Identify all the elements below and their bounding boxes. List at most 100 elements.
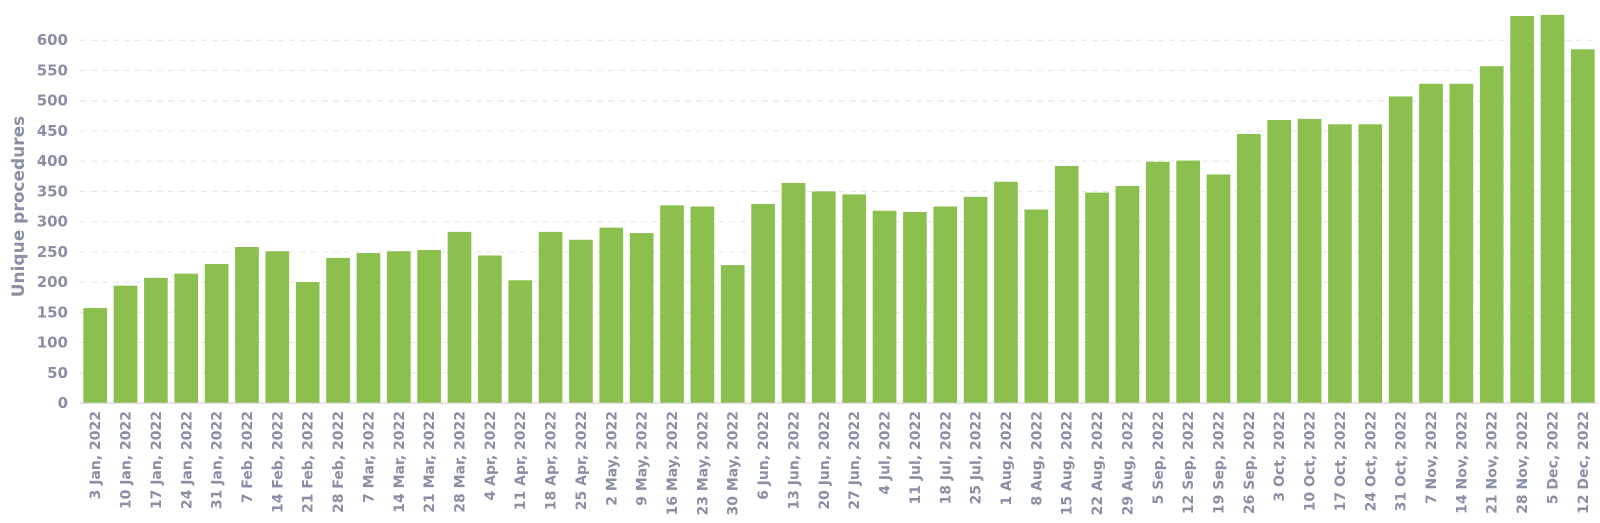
x-tick-label: 31 Oct, 2022: [1394, 411, 1410, 511]
x-tick-label: 19 Sep, 2022: [1212, 411, 1228, 514]
bar[interactable]: [1085, 192, 1109, 403]
y-tick-label: 150: [37, 303, 68, 321]
y-axis-ticks: 0 50 100 150 200 250 300 350 400 450 500 550 600: [37, 31, 68, 412]
x-tick-label: 18 Apr, 2022: [544, 411, 560, 510]
bar[interactable]: [1510, 16, 1534, 404]
x-tick-label: 24 Oct, 2022: [1363, 411, 1379, 511]
x-tick-label: 9 May, 2022: [635, 411, 651, 506]
bar[interactable]: [1358, 124, 1383, 403]
x-tick-label: 10 Oct, 2022: [1303, 411, 1319, 511]
bar[interactable]: [1176, 160, 1200, 403]
x-tick-label: 20 Jun, 2022: [817, 411, 833, 510]
bar[interactable]: [1237, 133, 1261, 403]
bar[interactable]: [629, 233, 654, 403]
bar[interactable]: [1328, 124, 1352, 403]
x-tick-label: 3 Jan, 2022: [88, 411, 104, 499]
x-tick-label: 28 Nov, 2022: [1515, 411, 1531, 514]
x-tick-label: 4 Apr, 2022: [483, 411, 499, 500]
bars: [83, 14, 1595, 404]
bar[interactable]: [326, 257, 350, 403]
bar[interactable]: [1297, 118, 1322, 403]
x-tick-label: 14 Nov, 2022: [1454, 411, 1470, 514]
bar[interactable]: [83, 308, 108, 403]
x-tick-label: 5 Sep, 2022: [1151, 411, 1167, 504]
x-tick-label: 7 Mar, 2022: [361, 411, 377, 503]
x-tick-label: 7 Feb, 2022: [240, 411, 256, 503]
x-tick-label: 2 May, 2022: [604, 411, 620, 506]
x-tick-label: 24 Jan, 2022: [179, 411, 195, 509]
bar[interactable]: [174, 273, 199, 403]
y-tick-label: 550: [37, 61, 68, 79]
bar[interactable]: [1540, 14, 1565, 404]
x-tick-label: 21 Mar, 2022: [422, 411, 438, 513]
y-tick-label: 350: [37, 182, 68, 200]
bar[interactable]: [417, 250, 441, 403]
bar[interactable]: [933, 206, 958, 404]
bar[interactable]: [1267, 120, 1292, 403]
bar[interactable]: [1570, 49, 1595, 404]
y-tick-label: 200: [37, 273, 68, 291]
bar[interactable]: [720, 265, 745, 403]
y-tick-label: 50: [47, 364, 68, 382]
x-tick-label: 28 Feb, 2022: [331, 411, 347, 513]
x-tick-label: 11 Apr, 2022: [513, 411, 529, 510]
bar[interactable]: [204, 263, 229, 403]
x-tick-label: 12 Dec, 2022: [1576, 411, 1592, 514]
bar[interactable]: [1024, 209, 1049, 403]
bar[interactable]: [1115, 185, 1140, 403]
y-tick-label: 100: [37, 334, 68, 352]
bar[interactable]: [1145, 161, 1170, 403]
x-tick-label: 11 Jul, 2022: [908, 411, 924, 505]
bar[interactable]: [295, 282, 320, 403]
y-tick-label: 600: [37, 31, 68, 49]
bar[interactable]: [235, 247, 259, 403]
x-tick-label: 17 Jan, 2022: [149, 411, 165, 509]
bar[interactable]: [1388, 96, 1413, 404]
y-tick-label: 500: [37, 92, 68, 110]
x-tick-label: 29 Aug, 2022: [1120, 411, 1136, 515]
bar[interactable]: [1479, 66, 1504, 403]
x-tick-label: 28 Mar, 2022: [453, 411, 469, 513]
bar[interactable]: [842, 194, 867, 403]
bar[interactable]: [599, 227, 624, 403]
bar[interactable]: [994, 181, 1018, 403]
bar[interactable]: [660, 205, 684, 403]
bar[interactable]: [1449, 83, 1474, 404]
x-tick-label: 30 May, 2022: [726, 411, 742, 516]
x-tick-label: 18 Jul, 2022: [938, 411, 954, 505]
bar[interactable]: [781, 182, 806, 403]
bar[interactable]: [113, 285, 138, 403]
bar[interactable]: [569, 239, 593, 403]
bar[interactable]: [751, 204, 775, 403]
bar[interactable]: [478, 255, 502, 403]
x-tick-label: 25 Jul, 2022: [969, 411, 985, 505]
bar[interactable]: [356, 253, 381, 403]
x-tick-label: 13 Jun, 2022: [786, 411, 802, 510]
bar[interactable]: [872, 210, 897, 403]
y-tick-label: 0: [58, 394, 68, 412]
x-tick-label: 14 Mar, 2022: [392, 411, 408, 513]
x-tick-label: 1 Aug, 2022: [999, 411, 1015, 506]
bar[interactable]: [386, 251, 411, 403]
bar[interactable]: [508, 280, 533, 403]
bar[interactable]: [963, 196, 988, 403]
x-tick-label: 25 Apr, 2022: [574, 411, 590, 510]
x-tick-label: 21 Nov, 2022: [1485, 411, 1501, 514]
y-tick-label: 250: [37, 243, 68, 261]
y-tick-label: 450: [37, 122, 68, 140]
x-tick-label: 4 Jul, 2022: [878, 411, 894, 495]
bar[interactable]: [144, 277, 168, 403]
bar[interactable]: [1419, 83, 1443, 404]
bar[interactable]: [447, 231, 472, 403]
bar[interactable]: [690, 206, 715, 404]
x-tick-label: 10 Jan, 2022: [119, 411, 135, 509]
bar[interactable]: [265, 251, 290, 403]
x-tick-label: 6 Jun, 2022: [756, 411, 772, 500]
bar[interactable]: [1054, 165, 1079, 403]
x-tick-label: 26 Sep, 2022: [1242, 411, 1258, 514]
bar[interactable]: [811, 191, 836, 403]
bar[interactable]: [538, 231, 563, 403]
bar[interactable]: [1206, 174, 1231, 403]
bar[interactable]: [903, 211, 927, 403]
x-tick-label: 7 Nov, 2022: [1424, 411, 1440, 504]
